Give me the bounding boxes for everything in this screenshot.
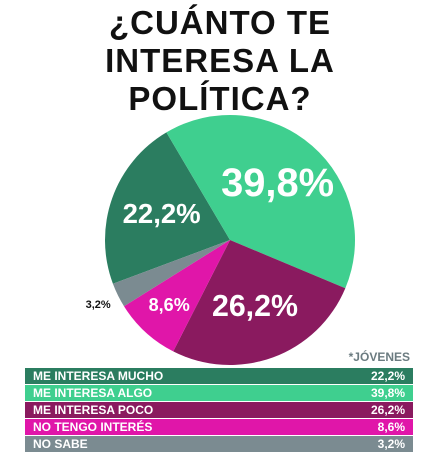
legend-label: ME INTERESA ALGO [33, 386, 153, 400]
legend-label: ME INTERESA MUCHO [33, 369, 164, 383]
legend-value: 8,6% [377, 420, 405, 434]
legend-row: ME INTERESA POCO 26,2% [25, 402, 413, 418]
data-label: 3,2% [86, 299, 111, 311]
data-label: 26,2% [212, 290, 298, 323]
legend-value: 26,2% [370, 403, 405, 417]
data-label: 39,8% [221, 161, 334, 205]
legend-row: ME INTERESA MUCHO 22,2% [25, 368, 413, 384]
legend-value: 22,2% [370, 369, 405, 383]
legend-label: NO SABE [33, 437, 88, 451]
legend-row: NO TENGO INTERÉS 8,6% [25, 419, 413, 435]
legend-row: ME INTERESA ALGO 39,8% [25, 385, 413, 401]
pie-slice [173, 240, 346, 365]
pie-slice [166, 114, 356, 289]
legend-value: 39,8% [370, 386, 405, 400]
pie-slice [112, 240, 230, 307]
pie-slice [124, 240, 230, 352]
pie-slice [105, 132, 230, 284]
chart-title: ¿CUÁNTO TE INTERESA LA POLÍTICA? [105, 4, 335, 117]
legend-label: NO TENGO INTERÉS [33, 420, 153, 434]
data-label: 22,2% [123, 198, 201, 229]
legend-value: 3,2% [377, 437, 405, 451]
data-label: 8,6% [149, 295, 190, 315]
note: *JÓVENES [348, 350, 410, 364]
legend-row: NO SABE 3,2% [25, 436, 413, 452]
legend-table: ME INTERESA MUCHO 22,2% ME INTERESA ALGO 39… [25, 368, 413, 453]
legend-label: ME INTERESA POCO [33, 403, 154, 417]
